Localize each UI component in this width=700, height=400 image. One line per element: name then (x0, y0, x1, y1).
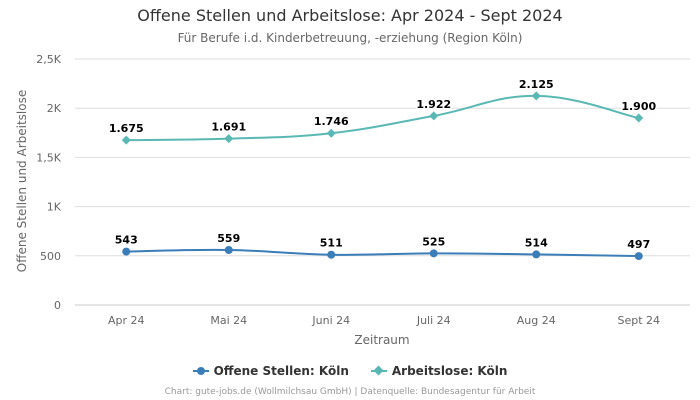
x-tick-label: Juni 24 (311, 314, 350, 327)
y-tick-label: 0 (54, 299, 61, 312)
series (121, 91, 644, 261)
y-axis-title: Offene Stellen und Arbeitslose (15, 90, 29, 272)
chart-credits: Chart: gute-jobs.de (Wollmilchsau GmbH) … (164, 387, 536, 397)
axes: 0 500 1K 1,5K 2K 2,5K Apr 24 Mai 24 Juni 24 Juli … (36, 53, 660, 327)
data-label: 559 (217, 232, 240, 245)
x-tick-label: Mai 24 (210, 314, 247, 327)
data-point[interactable] (531, 91, 541, 101)
data-point[interactable] (634, 252, 643, 261)
x-tick-label: Juli 24 (416, 314, 451, 327)
data-point[interactable] (121, 135, 131, 145)
y-tick-label: 1K (47, 201, 62, 214)
data-labels: 543 559 511 525 514 497 1.675 1.691 1.746 1.922 2.… (107, 76, 658, 252)
y-tick-label: 2K (47, 102, 62, 115)
data-point[interactable] (634, 113, 644, 123)
legend: Offene Stellen: Köln Arbeitslose: Köln (0, 364, 700, 378)
series-line (126, 94, 639, 142)
data-point[interactable] (429, 111, 439, 121)
x-axis-title: Zeitraum (354, 333, 409, 347)
y-tick-label: 2,5K (36, 53, 61, 66)
series-line (126, 248, 639, 258)
data-label: 1.675 (109, 122, 144, 135)
diamond-marker-icon (370, 365, 387, 377)
x-tick-label: Aug 24 (517, 314, 556, 327)
x-tick-label: Sept 24 (617, 314, 660, 327)
y-tick-label: 500 (40, 250, 61, 263)
data-label: 1.922 (416, 98, 451, 111)
data-point[interactable] (224, 245, 233, 254)
data-point[interactable] (327, 250, 336, 259)
data-point[interactable] (429, 249, 438, 258)
y-tick-label: 1,5K (36, 151, 61, 164)
x-tick-label: Apr 24 (108, 314, 145, 327)
data-point[interactable] (326, 128, 336, 138)
data-label: 497 (627, 238, 650, 251)
legend-label: Offene Stellen: Köln (213, 364, 349, 378)
grid-lines (75, 58, 690, 306)
data-label: 511 (320, 237, 343, 250)
data-point[interactable] (122, 247, 131, 256)
circle-marker-icon (192, 365, 209, 377)
data-label: 514 (525, 236, 548, 249)
chart-subtitle: Für Berufe i.d. Kinderbetreuung, -erzieh… (177, 31, 523, 45)
data-label: 1.900 (621, 100, 656, 113)
data-label: 525 (422, 235, 445, 248)
data-point[interactable] (224, 134, 234, 144)
data-point[interactable] (532, 250, 541, 259)
data-label: 543 (115, 234, 138, 247)
data-label: 1.746 (314, 115, 349, 128)
legend-item-arbeitslose[interactable]: Arbeitslose: Köln (370, 364, 508, 378)
data-label: 2.125 (519, 78, 554, 91)
data-label: 1.691 (211, 121, 246, 134)
legend-item-offene-stellen[interactable]: Offene Stellen: Köln (192, 364, 349, 378)
chart-title: Offene Stellen und Arbeitslose: Apr 2024… (137, 6, 563, 25)
legend-label: Arbeitslose: Köln (391, 364, 508, 378)
